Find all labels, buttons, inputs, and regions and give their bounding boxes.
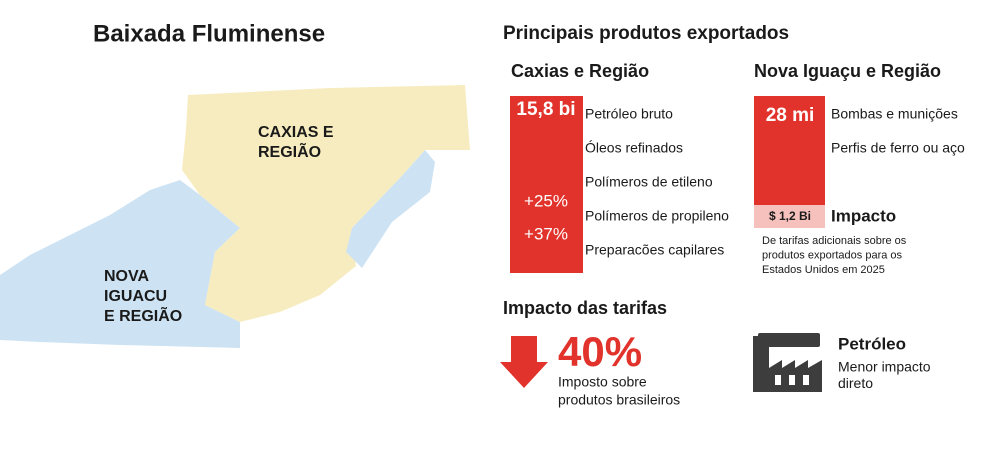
impact-note: Estados Unidos em 2025	[762, 264, 885, 276]
impact-note: De tarifas adicionais sobre os	[762, 235, 907, 247]
section-title: Impacto das tarifas	[503, 298, 667, 318]
section-title: Principais produtos exportados	[503, 23, 789, 44]
product: Polímeros de etileno	[585, 174, 713, 190]
down-arrow	[500, 336, 548, 388]
total: 15,8 bi	[516, 99, 575, 120]
map-nova-iguacu	[0, 180, 240, 348]
impact-value: $ 1,2 Bi	[769, 209, 811, 223]
impact-bar	[754, 205, 825, 228]
rate-note: produtos brasileiros	[558, 392, 680, 408]
impact-note: produtos exportados para os	[762, 249, 903, 261]
subsection-title: Caxias e Região	[511, 61, 649, 81]
rate-note: Imposto sobre	[558, 374, 647, 390]
map-label: IGUACU	[104, 288, 167, 305]
product: Preparacões capilares	[585, 242, 724, 258]
impact-title: Impacto	[831, 206, 896, 225]
bar	[510, 96, 583, 273]
product: Petróleo bruto	[585, 106, 673, 122]
bar	[754, 96, 825, 205]
product: Polímeros de propileno	[585, 208, 729, 224]
subsection-title: Nova Iguaçu e Região	[754, 61, 941, 81]
product: Bombas e munições	[831, 106, 958, 122]
map-east-region	[346, 150, 435, 268]
total: 28 mi	[766, 105, 815, 126]
oil-note: Menor impacto	[838, 359, 931, 375]
map-caxias	[182, 85, 470, 322]
oil-note: direto	[838, 375, 873, 391]
map-label: NOVA	[104, 268, 149, 285]
oil-title: Petróleo	[838, 334, 906, 353]
product: Perfis de ferro ou aço	[831, 140, 965, 156]
map-label: CAXIAS E	[258, 124, 334, 141]
product: Óleos refinados	[585, 140, 683, 156]
change: +25%	[524, 191, 568, 210]
map-label: E REGIÃO	[104, 305, 182, 325]
title: Baixada Fluminense	[93, 20, 325, 47]
change: +37%	[524, 224, 568, 243]
factory-icon	[753, 333, 822, 392]
map-label: REGIÃO	[258, 141, 321, 161]
rate: 40%	[558, 328, 642, 375]
